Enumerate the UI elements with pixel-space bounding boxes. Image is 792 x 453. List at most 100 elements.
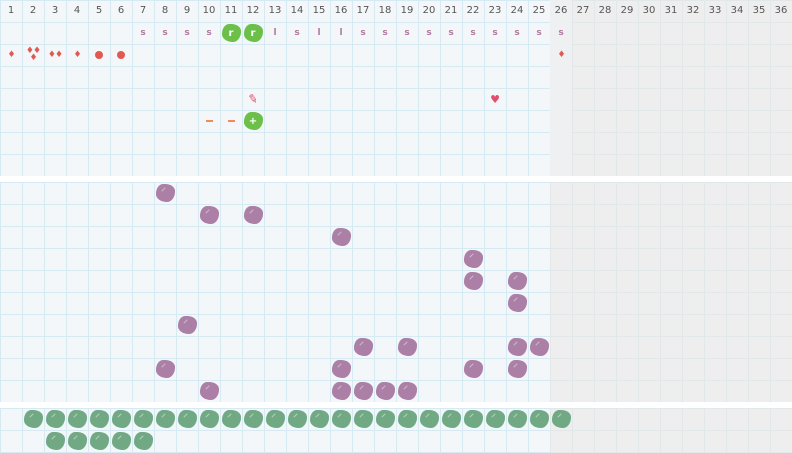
day-number[interactable]: 3 (51, 5, 59, 16)
symptom-cell[interactable]: s (462, 22, 484, 44)
mood-cell[interactable] (330, 226, 352, 248)
symptom-cell[interactable]: ♦ (550, 44, 572, 66)
mood-cell[interactable] (352, 336, 374, 358)
day-number[interactable]: 19 (400, 5, 414, 16)
symptom-cell[interactable]: ♦ (66, 44, 88, 66)
habit-cell[interactable] (132, 430, 154, 452)
symptom-cell[interactable] (88, 44, 110, 66)
day-number[interactable]: 29 (620, 5, 634, 16)
mood-cell[interactable] (506, 292, 528, 314)
habit-cell[interactable] (198, 408, 220, 430)
day-number[interactable]: 17 (356, 5, 370, 16)
symptom-cell[interactable]: ✎ (242, 88, 264, 110)
mood-cell[interactable] (176, 314, 198, 336)
symptom-cell[interactable]: s (132, 22, 154, 44)
symptom-cell[interactable]: s (286, 22, 308, 44)
symptom-cell[interactable] (110, 44, 132, 66)
day-number[interactable]: 1 (7, 5, 15, 16)
habit-cell[interactable] (66, 408, 88, 430)
mood-cell[interactable] (462, 248, 484, 270)
habit-cell[interactable] (110, 408, 132, 430)
day-number[interactable]: 7 (139, 5, 147, 16)
symptom-cell[interactable]: s (352, 22, 374, 44)
habit-cell[interactable] (88, 430, 110, 452)
habit-cell[interactable] (374, 408, 396, 430)
symptom-cell[interactable]: s (440, 22, 462, 44)
habit-cell[interactable] (352, 408, 374, 430)
habit-cell[interactable] (330, 408, 352, 430)
day-number[interactable]: 18 (378, 5, 392, 16)
day-number[interactable]: 35 (752, 5, 766, 16)
habit-cell[interactable] (506, 408, 528, 430)
day-number[interactable]: 21 (444, 5, 458, 16)
habit-cell[interactable] (22, 408, 44, 430)
mood-cell[interactable] (506, 358, 528, 380)
habit-cell[interactable] (110, 430, 132, 452)
day-number[interactable]: 32 (686, 5, 700, 16)
mood-cell[interactable] (198, 204, 220, 226)
day-number[interactable]: 16 (334, 5, 348, 16)
day-number[interactable]: 36 (774, 5, 788, 16)
symptom-cell[interactable]: r (220, 22, 242, 44)
mood-cell[interactable] (396, 380, 418, 402)
day-number[interactable]: 5 (95, 5, 103, 16)
symptom-cell[interactable]: s (198, 22, 220, 44)
symptom-cell[interactable]: r (242, 22, 264, 44)
symptom-cell[interactable]: s (506, 22, 528, 44)
habit-cell[interactable] (44, 408, 66, 430)
symptom-cell[interactable]: ♦ (0, 44, 22, 66)
symptom-cell[interactable]: ♥ (484, 88, 506, 110)
mood-cell[interactable] (396, 336, 418, 358)
habit-cell[interactable] (418, 408, 440, 430)
habit-cell[interactable] (220, 408, 242, 430)
symptom-cell[interactable]: s (484, 22, 506, 44)
symptom-cell[interactable]: ♦♦ ♦ (22, 44, 44, 66)
day-number[interactable]: 28 (598, 5, 612, 16)
symptom-cell[interactable]: s (374, 22, 396, 44)
day-number[interactable]: 6 (117, 5, 125, 16)
habit-cell[interactable] (286, 408, 308, 430)
habit-cell[interactable] (396, 408, 418, 430)
mood-cell[interactable] (330, 380, 352, 402)
habit-cell[interactable] (550, 408, 572, 430)
day-number[interactable]: 24 (510, 5, 524, 16)
mood-cell[interactable] (352, 380, 374, 402)
symptom-cell[interactable]: ♦♦ (44, 44, 66, 66)
habit-cell[interactable] (66, 430, 88, 452)
habit-cell[interactable] (484, 408, 506, 430)
habit-cell[interactable] (242, 408, 264, 430)
day-number[interactable]: 25 (532, 5, 546, 16)
mood-cell[interactable] (462, 270, 484, 292)
symptom-cell[interactable]: s (396, 22, 418, 44)
symptom-cell[interactable]: + (242, 110, 264, 132)
habit-cell[interactable] (44, 430, 66, 452)
day-number[interactable]: 34 (730, 5, 744, 16)
day-number[interactable]: 31 (664, 5, 678, 16)
habit-cell[interactable] (528, 408, 550, 430)
symptom-cell[interactable]: s (154, 22, 176, 44)
day-number[interactable]: 11 (224, 5, 238, 16)
day-number[interactable]: 20 (422, 5, 436, 16)
mood-cell[interactable] (242, 204, 264, 226)
day-number[interactable]: 4 (73, 5, 81, 16)
symptom-cell[interactable]: l (330, 22, 352, 44)
mood-cell[interactable] (330, 358, 352, 380)
day-number[interactable]: 10 (202, 5, 216, 16)
day-number[interactable]: 26 (554, 5, 568, 16)
day-number[interactable]: 33 (708, 5, 722, 16)
day-number[interactable]: 2 (29, 5, 37, 16)
mood-cell[interactable] (506, 336, 528, 358)
day-number[interactable]: 27 (576, 5, 590, 16)
symptom-cell[interactable]: l (264, 22, 286, 44)
day-number[interactable]: 23 (488, 5, 502, 16)
symptom-cell[interactable]: s (528, 22, 550, 44)
mood-cell[interactable] (462, 358, 484, 380)
symptom-cell[interactable] (220, 110, 242, 132)
day-number[interactable]: 30 (642, 5, 656, 16)
habit-cell[interactable] (462, 408, 484, 430)
day-number[interactable]: 15 (312, 5, 326, 16)
mood-cell[interactable] (154, 182, 176, 204)
day-number[interactable]: 14 (290, 5, 304, 16)
symptom-cell[interactable] (198, 110, 220, 132)
mood-cell[interactable] (528, 336, 550, 358)
